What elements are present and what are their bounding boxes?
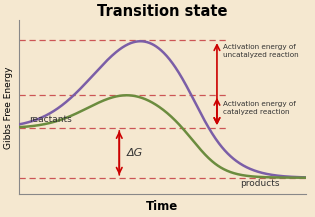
Text: Activation energy of
uncatalyzed reaction: Activation energy of uncatalyzed reactio… [223, 44, 298, 58]
Text: Activation energy of
catalyzed reaction: Activation energy of catalyzed reaction [223, 101, 295, 115]
Text: reactants: reactants [29, 115, 72, 124]
Text: ΔG: ΔG [126, 148, 143, 158]
Text: products: products [240, 179, 279, 188]
Title: Transition state: Transition state [97, 4, 228, 19]
X-axis label: Time: Time [146, 200, 179, 213]
Y-axis label: Gibbs Free Energy: Gibbs Free Energy [4, 66, 13, 149]
